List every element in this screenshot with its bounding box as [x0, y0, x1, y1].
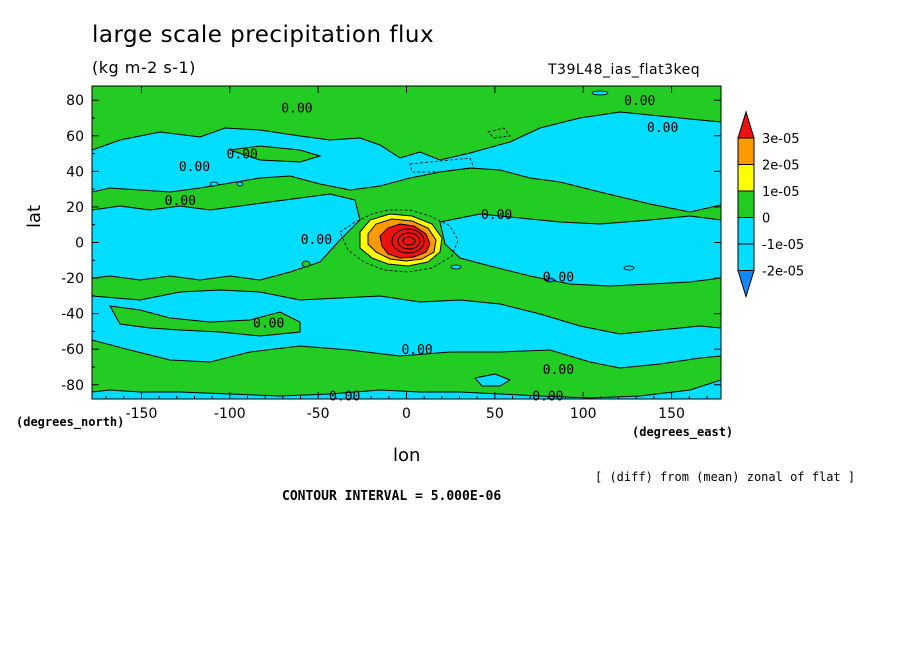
contour-value-label: 0.00 [301, 233, 332, 248]
x-tick-label: -100 [214, 406, 246, 422]
y-tick-label: 80 [66, 93, 84, 109]
colorbar-level-label: 2e-05 [762, 159, 800, 174]
colorbar-level-label: 1e-05 [762, 185, 800, 200]
dashed-contour-3 [487, 127, 511, 139]
y-tick-label: -80 [61, 378, 84, 394]
negative-band-tropics [92, 193, 361, 281]
contour-value-label: 0.00 [481, 208, 512, 223]
x-tick-label: 100 [570, 406, 597, 422]
contour-value-label: 0.00 [624, 94, 655, 109]
negative-band-north [92, 111, 721, 213]
red-core [379, 223, 431, 259]
y-tick-label: -60 [61, 342, 84, 358]
contour-value-label: 0.00 [165, 194, 196, 209]
blob-3 [591, 90, 609, 96]
colorbar-segment [737, 137, 755, 165]
blob-4 [450, 264, 462, 270]
y-axis-label: lat [24, 204, 45, 228]
contour-value-label: 0.00 [179, 160, 210, 175]
blob-2 [236, 181, 244, 187]
blob-7 [545, 277, 555, 283]
contour-field [92, 86, 721, 399]
dashed-contour-1 [339, 209, 459, 273]
difference-note: [ (diff) from (mean) zonal of flat ] [595, 470, 856, 484]
colorbar-segment [737, 190, 755, 218]
chart-title: large scale precipitation flux [92, 22, 435, 48]
chart-units: (kg m-2 s-1) [92, 58, 196, 77]
blob-6 [301, 260, 311, 268]
x-tick-label: 0 [402, 406, 411, 422]
x-tick-label: 150 [658, 406, 685, 422]
contour-value-label: 0.00 [401, 343, 432, 358]
y-tick-label: -20 [61, 271, 84, 287]
x-tick-label: -50 [307, 406, 330, 422]
cyan-patch-south [474, 373, 512, 387]
x-unit-label: (degrees_east) [632, 425, 734, 439]
colorbar-level-label: -1e-05 [762, 238, 804, 253]
contour-value-label: 0.00 [253, 317, 284, 332]
contour-interval: CONTOUR INTERVAL = 5.000E-06 [282, 489, 502, 504]
colorbar-segment [737, 243, 755, 271]
x-axis: -150 -100 -50 0 50 100 150 [105, 86, 708, 422]
y-tick-label: -40 [61, 307, 84, 323]
colorbar: 3e-05 2e-05 1e-05 0 -1e-05 -2e-05 [737, 110, 804, 299]
contour-labels: 0.00 0.00 0.00 0.00 0.00 0.00 0.00 0.00 0.00 0.00… [165, 94, 679, 404]
contour-value-label: 0.00 [647, 121, 678, 136]
contour-value-label: 0.00 [543, 270, 574, 285]
blob-1 [209, 181, 219, 187]
colorbar-level-label: 3e-05 [762, 132, 800, 147]
contour-value-label: 0.00 [227, 148, 258, 163]
y-tick-label: 0 [75, 236, 84, 252]
negative-band-east [439, 213, 721, 287]
run-identifier: T39L48_ias_flat3keq [548, 62, 701, 78]
green-patch-north [229, 145, 322, 163]
contour-value-label: 0.00 [329, 389, 360, 404]
y-unit-label: (degrees_north) [16, 415, 125, 429]
x-axis-label: lon [393, 445, 421, 466]
colorbar-level-label: -2e-05 [762, 265, 804, 280]
green-patch-south-2 [92, 339, 721, 399]
blob-5 [623, 265, 635, 271]
colorbar-bottom-arrow [737, 270, 755, 299]
core-contour-2 [397, 232, 421, 250]
colorbar-segment [737, 217, 755, 245]
y-tick-label: 40 [66, 164, 84, 180]
colorbar-segment [737, 164, 755, 192]
green-patch-south-1 [109, 305, 301, 337]
colorbar-top-arrow [737, 110, 755, 139]
dashed-contour-2 [409, 157, 475, 173]
colorbar-level-label: 0 [762, 212, 770, 227]
x-tick-label: -150 [126, 406, 158, 422]
core-contour-3 [402, 236, 416, 246]
y-tick-label: 60 [66, 129, 84, 145]
y-tick-label: 20 [66, 200, 84, 216]
y-axis: 80 60 40 20 0 -20 -40 -60 -80 [61, 93, 721, 394]
x-tick-label: 50 [486, 406, 504, 422]
core-contour-1 [391, 228, 425, 254]
contour-value-label: 0.00 [543, 363, 574, 378]
contour-value-label: 0.00 [281, 101, 312, 116]
